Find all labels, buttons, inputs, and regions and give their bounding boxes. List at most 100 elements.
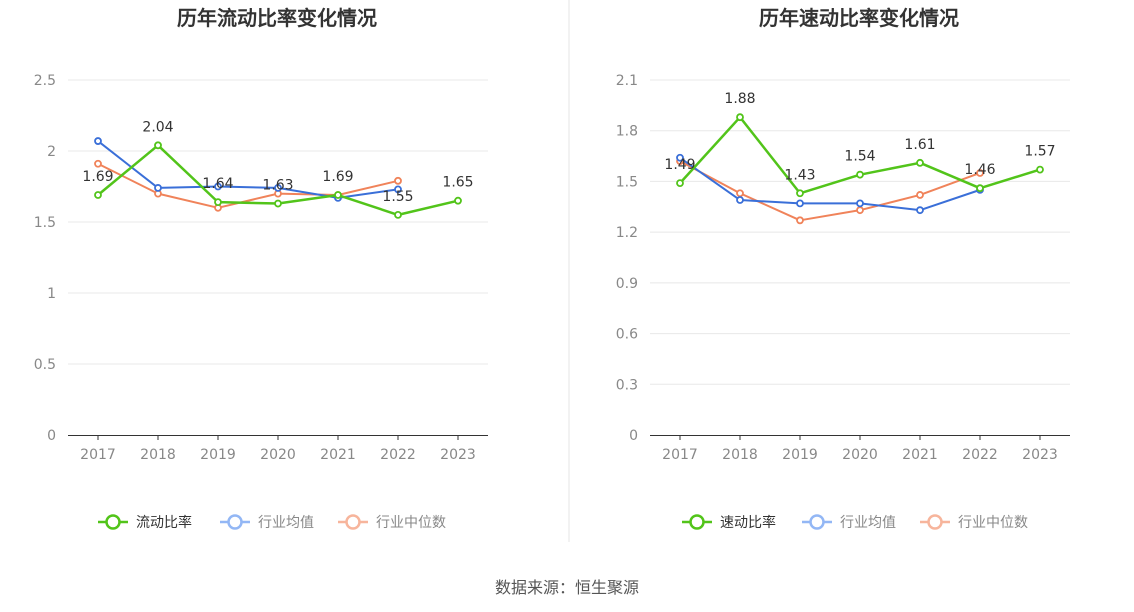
data-point-industry_avg[interactable]: [154, 184, 162, 192]
data-point-industry_avg[interactable]: [394, 185, 402, 194]
legend-marker: [927, 514, 943, 530]
y-tick-label: 1.2: [616, 225, 638, 241]
data-point-industry_avg[interactable]: [856, 199, 864, 208]
legend-item-industry_avg[interactable]: 行业均值: [802, 514, 896, 531]
data-label: 1.69: [322, 169, 353, 185]
x-tick-label: 2023: [1022, 447, 1058, 463]
data-label: 1.65: [442, 175, 473, 191]
y-axis-ticks: 0 0.5 1 1.5 2 2.5: [34, 73, 56, 444]
legend-item-industry_avg[interactable]: 行业均值: [220, 514, 314, 531]
legend-item-primary[interactable]: 流动比率: [98, 514, 192, 531]
data-point-primary[interactable]: [214, 198, 222, 207]
y-tick-label: 2.5: [34, 73, 56, 89]
y-tick-label: 0.5: [34, 357, 56, 373]
data-point-primary[interactable]: [796, 189, 804, 198]
data-point-primary[interactable]: [154, 141, 162, 150]
data-label: 1.63: [262, 178, 293, 194]
x-tick-label: 2018: [722, 447, 758, 463]
y-tick-label: 2.1: [616, 73, 638, 89]
data-point-primary[interactable]: [916, 158, 924, 167]
data-point-industry_avg[interactable]: [796, 199, 804, 208]
data-point-primary[interactable]: [454, 196, 462, 205]
data-point-industry_avg[interactable]: [676, 153, 684, 162]
data-labels: 1.69 2.04 1.64 1.63 1.69 1.55 1.65: [82, 119, 473, 205]
x-tick-label: 2022: [962, 447, 998, 463]
data-point-industry_median[interactable]: [976, 169, 984, 177]
legend-label: 行业均值: [840, 515, 896, 531]
data-point-industry_avg[interactable]: [94, 137, 102, 145]
y-tick-label: 0: [47, 428, 56, 444]
data-point-industry_avg[interactable]: [736, 196, 744, 204]
y-tick-label: 1.5: [34, 215, 56, 231]
data-point-primary[interactable]: [1036, 165, 1044, 174]
legend-marker: [345, 514, 361, 530]
x-tick-label: 2018: [140, 447, 176, 463]
data-label: 1.88: [724, 91, 755, 107]
data-point-industry_median[interactable]: [796, 216, 804, 225]
y-tick-label: 2: [47, 144, 56, 160]
data-point-industry_avg[interactable]: [214, 182, 222, 191]
legend-label: 行业中位数: [376, 515, 446, 531]
data-label: 1.43: [784, 167, 815, 183]
data-point-industry_median[interactable]: [94, 159, 102, 168]
x-tick-label: 2019: [200, 447, 236, 463]
x-axis: 2017 2018 2019 2020 2021 2022 2023: [650, 435, 1070, 463]
data-label: 1.64: [202, 176, 233, 192]
x-tick-label: 2021: [320, 447, 356, 463]
legend[interactable]: 速动比率 行业均值 行业中位数: [682, 514, 1028, 531]
grid: [68, 79, 488, 365]
data-label: 1.49: [664, 157, 695, 173]
legend-item-industry_median[interactable]: 行业中位数: [338, 514, 446, 531]
legend-label: 行业中位数: [958, 515, 1028, 531]
x-axis: 2017 2018 2019 2020 2021 2022 2023: [68, 435, 488, 463]
series-layer: [94, 137, 462, 219]
data-point-primary[interactable]: [676, 179, 684, 188]
data-point-industry_median[interactable]: [736, 189, 744, 198]
legend-label: 速动比率: [720, 514, 776, 531]
chart-title: 历年流动比率变化情况: [177, 6, 377, 30]
legend-label: 流动比率: [136, 514, 192, 531]
y-tick-label: 0.9: [616, 276, 638, 292]
data-point-primary[interactable]: [394, 210, 402, 219]
data-point-industry_median[interactable]: [394, 176, 402, 185]
y-tick-label: 1.5: [616, 174, 638, 190]
grid: [650, 79, 1070, 385]
data-point-primary[interactable]: [736, 113, 744, 122]
x-tick-label: 2020: [260, 447, 296, 463]
data-point-industry_avg[interactable]: [274, 184, 282, 192]
y-tick-label: 0.3: [616, 377, 638, 393]
data-point-primary[interactable]: [334, 191, 342, 199]
series-line-industry_median: [679, 160, 981, 222]
data-label: 1.54: [844, 149, 875, 165]
data-point-primary[interactable]: [856, 170, 864, 179]
y-tick-label: 1.8: [616, 124, 638, 140]
x-tick-label: 2023: [440, 447, 476, 463]
data-point-industry_avg[interactable]: [916, 206, 924, 215]
data-label: 1.57: [1024, 144, 1055, 160]
x-tick-label: 2017: [662, 447, 698, 463]
y-tick-label: 0.6: [616, 327, 638, 343]
current-ratio-chart: 历年流动比率变化情况 0 0.5 1 1.5 2 2.5 2017 2018 2019 2020…: [34, 6, 488, 531]
legend-label: 行业均值: [258, 515, 314, 531]
data-point-primary[interactable]: [94, 191, 102, 199]
legend-marker: [809, 514, 825, 530]
data-label: 1.46: [964, 162, 995, 178]
y-tick-label: 0: [629, 428, 638, 444]
legend-item-industry_median[interactable]: 行业中位数: [920, 514, 1028, 531]
data-point-primary[interactable]: [274, 199, 282, 208]
series-layer: [676, 113, 1044, 225]
data-point-industry_median[interactable]: [856, 206, 864, 215]
x-tick-label: 2022: [380, 447, 416, 463]
data-point-industry_median[interactable]: [916, 191, 924, 199]
data-source-note: 数据来源：恒生聚源: [494, 578, 639, 597]
x-tick-label: 2021: [902, 447, 938, 463]
data-point-primary[interactable]: [976, 184, 984, 193]
data-label: 1.55: [382, 189, 413, 205]
data-label: 1.69: [82, 169, 113, 185]
legend[interactable]: 流动比率 行业均值 行业中位数: [98, 514, 446, 531]
legend-item-primary[interactable]: 速动比率: [682, 514, 776, 531]
legend-marker: [105, 514, 121, 530]
y-axis-ticks: 0 0.3 0.6 0.9 1.2 1.5 1.8 2.1: [616, 73, 638, 444]
data-labels: 1.49 1.88 1.43 1.54 1.61 1.46 1.57: [664, 91, 1055, 183]
